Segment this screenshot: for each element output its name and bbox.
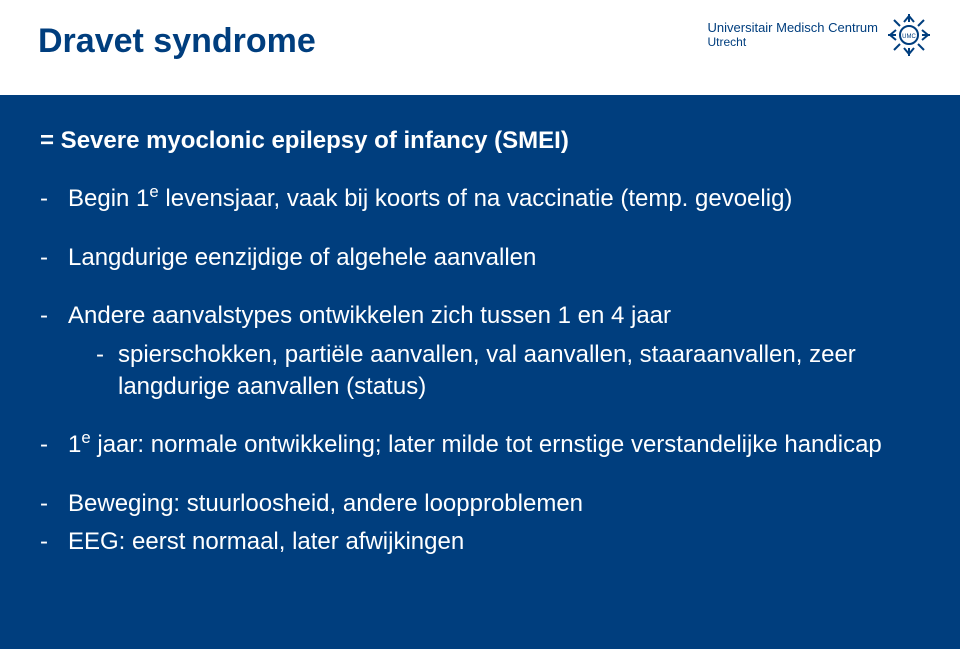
bullet-dash: - bbox=[40, 242, 68, 274]
list-item: - Begin 1e levensjaar, vaak bij koorts o… bbox=[40, 183, 910, 215]
list-item: - Beweging: stuurloosheid, andere looppr… bbox=[40, 488, 910, 520]
bullet-dash: - bbox=[40, 300, 68, 403]
list-subitem-text: spierschokken, partiële aanvallen, val a… bbox=[118, 339, 910, 404]
slide: Dravet syndrome Universitair Medisch Cen… bbox=[0, 0, 960, 649]
bullet-dash: - bbox=[40, 526, 68, 558]
institution-logo: Universitair Medisch Centrum Utrecht bbox=[708, 12, 933, 58]
bullet-dash: - bbox=[96, 339, 118, 404]
subtitle: = Severe myoclonic epilepsy of infancy (… bbox=[40, 125, 910, 157]
list-item-text: EEG: eerst normaal, later afwijkingen bbox=[68, 526, 464, 558]
list-item-text: Langdurige eenzijdige of algehele aanval… bbox=[68, 242, 536, 274]
list-item-text: Begin 1e levensjaar, vaak bij koorts of … bbox=[68, 183, 792, 215]
sun-icon: UMC bbox=[886, 12, 932, 58]
svg-text:UMC: UMC bbox=[902, 34, 916, 40]
list-item: - 1e jaar: normale ontwikkeling; later m… bbox=[40, 429, 910, 461]
content-block: = Severe myoclonic epilepsy of infancy (… bbox=[0, 95, 960, 649]
logo-line2: Utrecht bbox=[708, 36, 879, 50]
bullet-dash: - bbox=[40, 183, 68, 215]
list-item: - Andere aanvalstypes ontwikkelen zich t… bbox=[40, 300, 910, 403]
bullet-dash: - bbox=[40, 429, 68, 461]
list-subitem: - spierschokken, partiële aanvallen, val… bbox=[96, 339, 910, 404]
list-item-text: Beweging: stuurloosheid, andere loopprob… bbox=[68, 488, 583, 520]
logo-line1: Universitair Medisch Centrum bbox=[708, 21, 879, 36]
title-text: Dravet syndrome bbox=[38, 22, 316, 60]
logo-text: Universitair Medisch Centrum Utrecht bbox=[708, 21, 879, 50]
bullet-dash: - bbox=[40, 488, 68, 520]
list-item-body: Andere aanvalstypes ontwikkelen zich tus… bbox=[68, 300, 910, 403]
bullet-list: - Begin 1e levensjaar, vaak bij koorts o… bbox=[40, 183, 910, 558]
list-item: - Langdurige eenzijdige of algehele aanv… bbox=[40, 242, 910, 274]
list-item: - EEG: eerst normaal, later afwijkingen bbox=[40, 526, 910, 558]
list-item-text: 1e jaar: normale ontwikkeling; later mil… bbox=[68, 429, 882, 461]
list-item-text: Andere aanvalstypes ontwikkelen zich tus… bbox=[68, 300, 910, 332]
